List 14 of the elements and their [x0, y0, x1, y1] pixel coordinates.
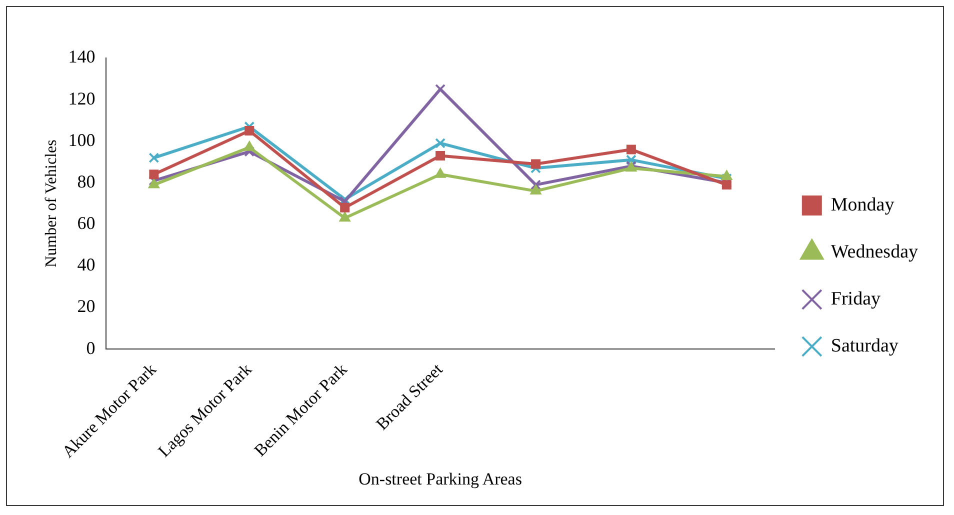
- x-axis-title: On-street Parking Areas: [358, 469, 522, 488]
- y-tick-label: 40: [77, 254, 96, 275]
- legend-label: Wednesday: [830, 241, 918, 262]
- y-axis-title: Number of Vehicles: [42, 140, 60, 268]
- legend-label: Saturday: [830, 335, 899, 356]
- y-tick-label: 20: [77, 296, 96, 316]
- y-tick-label: 80: [77, 171, 96, 192]
- legend-label: Friday: [830, 288, 881, 310]
- y-tick-label: 140: [68, 46, 96, 67]
- y-tick-label: 120: [68, 88, 96, 108]
- y-tick-label: 60: [77, 213, 96, 234]
- legend-label: Monday: [830, 194, 895, 216]
- y-tick-label: 100: [68, 130, 96, 150]
- y-tick-label: 0: [86, 338, 96, 358]
